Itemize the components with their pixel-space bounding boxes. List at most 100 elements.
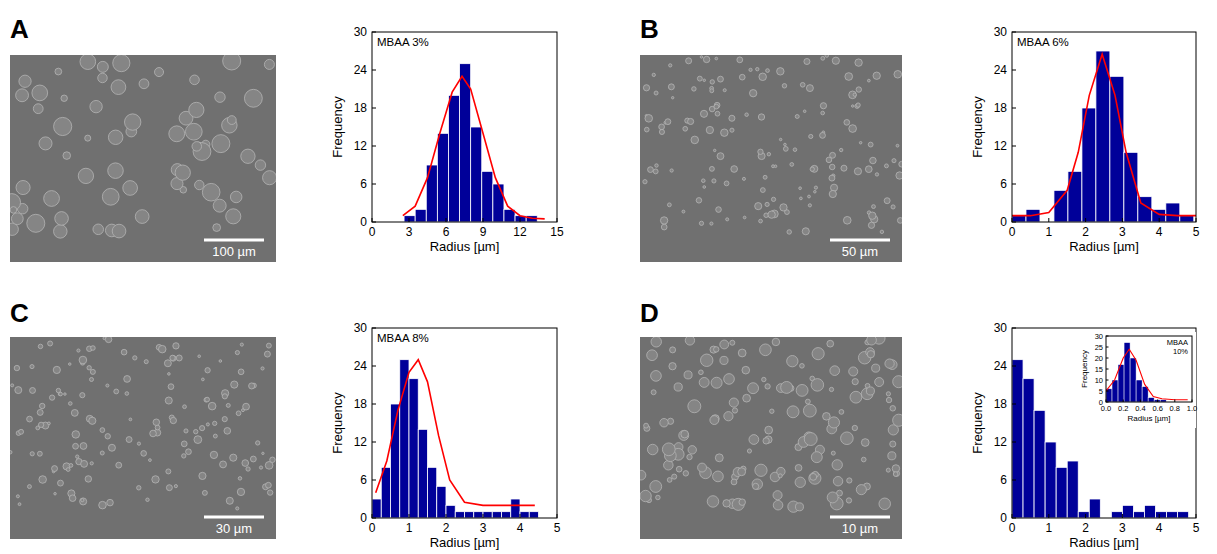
particle	[783, 146, 788, 151]
panel-letter: A	[10, 14, 29, 44]
particle	[123, 181, 138, 196]
y-tick	[372, 32, 376, 33]
particle	[190, 75, 200, 85]
particle	[226, 209, 241, 224]
particle	[113, 55, 130, 72]
particle	[777, 68, 784, 75]
y-tick-label: 30	[354, 25, 368, 39]
annotation: MBAA10%	[1167, 338, 1189, 356]
particle	[89, 377, 93, 381]
particle	[133, 356, 137, 360]
particle	[729, 398, 738, 407]
plot-marks	[1012, 51, 1196, 222]
particle	[686, 58, 692, 64]
x-tick	[1174, 400, 1175, 403]
particle	[53, 366, 60, 373]
particle	[787, 356, 798, 367]
particle	[32, 85, 48, 101]
particle	[827, 492, 838, 503]
particle	[713, 149, 715, 151]
x-tick	[372, 218, 373, 222]
scale-bar	[830, 239, 890, 242]
particle	[825, 55, 829, 57]
particle	[710, 89, 714, 93]
y-tick	[1012, 404, 1016, 405]
particle	[810, 167, 814, 171]
particle	[76, 455, 79, 458]
particle	[891, 205, 895, 209]
particle	[700, 56, 703, 59]
y-tick-label: 18	[994, 397, 1008, 411]
histogram-bar	[465, 512, 474, 518]
y-tick-label: 24	[354, 359, 368, 373]
particle	[69, 495, 76, 502]
micrograph-ground	[10, 337, 276, 539]
particle	[892, 465, 900, 473]
x-tick-label: 1	[1045, 521, 1052, 535]
particle	[200, 426, 205, 431]
particle	[768, 211, 775, 218]
particle	[692, 87, 696, 91]
x-tick	[1085, 218, 1086, 222]
particle	[698, 463, 707, 472]
particle	[222, 394, 227, 399]
y-tick	[1106, 402, 1109, 403]
particle	[684, 371, 692, 379]
particle	[739, 74, 745, 80]
histogram-bar	[1110, 76, 1124, 222]
x-tick	[1157, 400, 1158, 403]
particle	[868, 142, 873, 147]
particle	[246, 467, 250, 471]
particle	[38, 422, 43, 427]
particle	[87, 366, 91, 370]
particle	[765, 202, 769, 206]
particle	[710, 222, 713, 225]
particle	[256, 441, 260, 445]
particle	[703, 79, 706, 82]
x-tick	[1123, 400, 1124, 403]
histogram-bar	[1136, 380, 1142, 402]
y-axis-title: Frequency	[330, 96, 345, 158]
y-tick-label: 5	[1099, 387, 1103, 396]
particle	[765, 384, 770, 389]
x-tick-label: 5	[1193, 521, 1200, 535]
histogram-bar	[1178, 512, 1189, 518]
particle	[169, 126, 185, 142]
particle	[872, 205, 876, 209]
particle	[699, 370, 704, 375]
particle	[112, 224, 126, 238]
particle	[854, 168, 861, 175]
particle	[802, 228, 809, 235]
particle	[743, 216, 746, 219]
y-tick	[1012, 32, 1016, 33]
y-tick-label: 0	[360, 511, 367, 525]
particle	[670, 169, 673, 172]
y-tick-label: 25	[1095, 343, 1103, 352]
x-tick-label: 3	[480, 521, 487, 535]
particle	[64, 393, 67, 396]
particle	[139, 79, 149, 89]
y-tick	[1106, 347, 1109, 348]
y-tick	[1106, 358, 1109, 359]
histogram-bar	[1023, 379, 1034, 518]
histogram-bar	[1144, 505, 1155, 518]
x-tick-label: 4	[1156, 225, 1163, 239]
particle	[660, 418, 668, 426]
particle	[185, 123, 202, 140]
particle	[106, 384, 109, 387]
particle	[85, 476, 91, 482]
y-tick-label: 30	[994, 321, 1008, 335]
particle	[773, 500, 783, 510]
x-tick	[520, 218, 521, 222]
x-tick-label: 1	[1045, 225, 1052, 239]
x-tick	[1048, 218, 1049, 222]
particle	[68, 363, 71, 366]
particle	[799, 187, 802, 190]
particle	[262, 452, 264, 454]
particle	[846, 498, 851, 503]
particle	[766, 69, 770, 73]
histogram-bar	[1067, 461, 1078, 518]
micrograph	[10, 337, 276, 539]
plot-marks	[403, 64, 545, 222]
particle	[780, 204, 787, 211]
